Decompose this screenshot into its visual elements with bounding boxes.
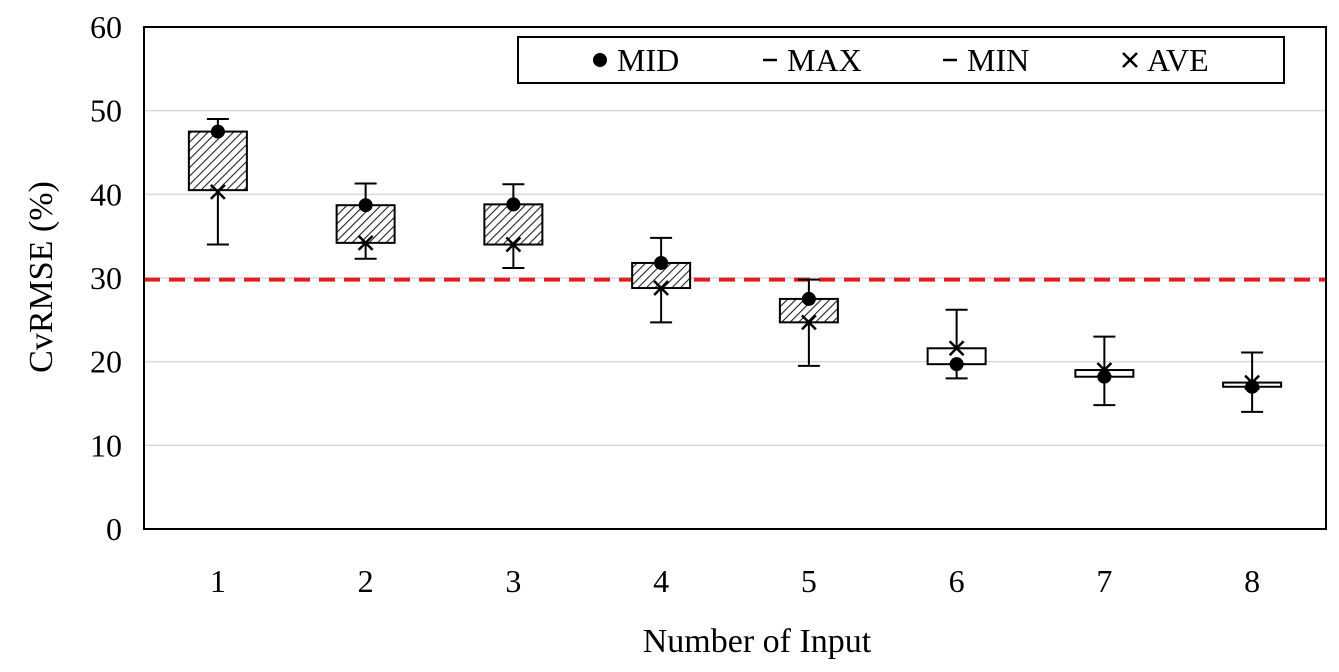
ave-marker <box>653 280 670 296</box>
ave-marker <box>1096 362 1113 378</box>
y-tick-label: 50 <box>90 93 122 129</box>
x-tick-label: 4 <box>653 563 669 599</box>
x-tick-label: 8 <box>1244 563 1260 599</box>
x-tick-label: 2 <box>358 563 374 599</box>
x-tick-label: 3 <box>505 563 521 599</box>
mid-marker <box>506 197 521 212</box>
x-axis-title: Number of Input <box>643 623 872 660</box>
y-tick-label: 20 <box>90 344 122 380</box>
ave-marker <box>800 314 817 331</box>
box-group-2 <box>335 182 396 260</box>
x-tick-label: 6 <box>949 563 965 599</box>
box-group-1 <box>187 118 248 246</box>
y-tick-labels: 0 10 20 30 40 50 60 <box>90 9 122 547</box>
legend-item-max: MAX <box>763 42 862 78</box>
y-tick-label: 60 <box>90 9 122 45</box>
legend-item-mid: MID <box>593 42 679 78</box>
box-layer <box>187 118 1283 413</box>
x-tick-label: 5 <box>801 563 817 599</box>
legend: MID MAX MIN AVE <box>517 36 1285 84</box>
mid-marker <box>210 124 225 139</box>
ave-marker <box>948 340 965 357</box>
legend-item-ave: AVE <box>1122 42 1209 78</box>
ave-marker <box>505 236 522 253</box>
box-group-8 <box>1222 351 1283 413</box>
box-group-3 <box>483 183 544 269</box>
ave-marker <box>209 183 226 200</box>
ave-marker <box>357 234 374 251</box>
legend-label: MIN <box>967 42 1029 78</box>
legend-dot-marker <box>593 53 607 67</box>
x-tick-label: 1 <box>210 563 226 599</box>
box-group-6 <box>926 308 987 380</box>
ave-marker <box>1244 374 1261 391</box>
box-group-5 <box>778 278 839 367</box>
box-group-4 <box>631 236 692 324</box>
mid-marker <box>1245 379 1260 394</box>
plot-area-frame <box>143 26 1327 530</box>
y-axis-title: CvRMSE (%) <box>23 181 60 373</box>
y-tick-label: 30 <box>90 260 122 296</box>
legend-label: MID <box>617 42 679 78</box>
box-group-7 <box>1074 335 1135 407</box>
mid-marker <box>654 255 669 270</box>
legend-item-min: MIN <box>943 42 1029 78</box>
x-tick-label: 7 <box>1096 563 1112 599</box>
legend-label: AVE <box>1147 42 1209 78</box>
mid-marker <box>949 357 964 372</box>
y-tick-label: 10 <box>90 427 122 463</box>
mid-marker <box>358 198 373 213</box>
mid-marker <box>801 291 816 306</box>
legend-cross-marker <box>1122 52 1138 68</box>
y-tick-label: 40 <box>90 176 122 212</box>
mid-marker <box>1097 369 1112 384</box>
box <box>187 130 248 192</box>
legend-box <box>517 36 1285 84</box>
legend-label: MAX <box>787 42 862 78</box>
x-tick-labels: 1 2 3 4 5 6 7 8 <box>210 563 1260 599</box>
y-tick-label: 0 <box>106 511 122 547</box>
